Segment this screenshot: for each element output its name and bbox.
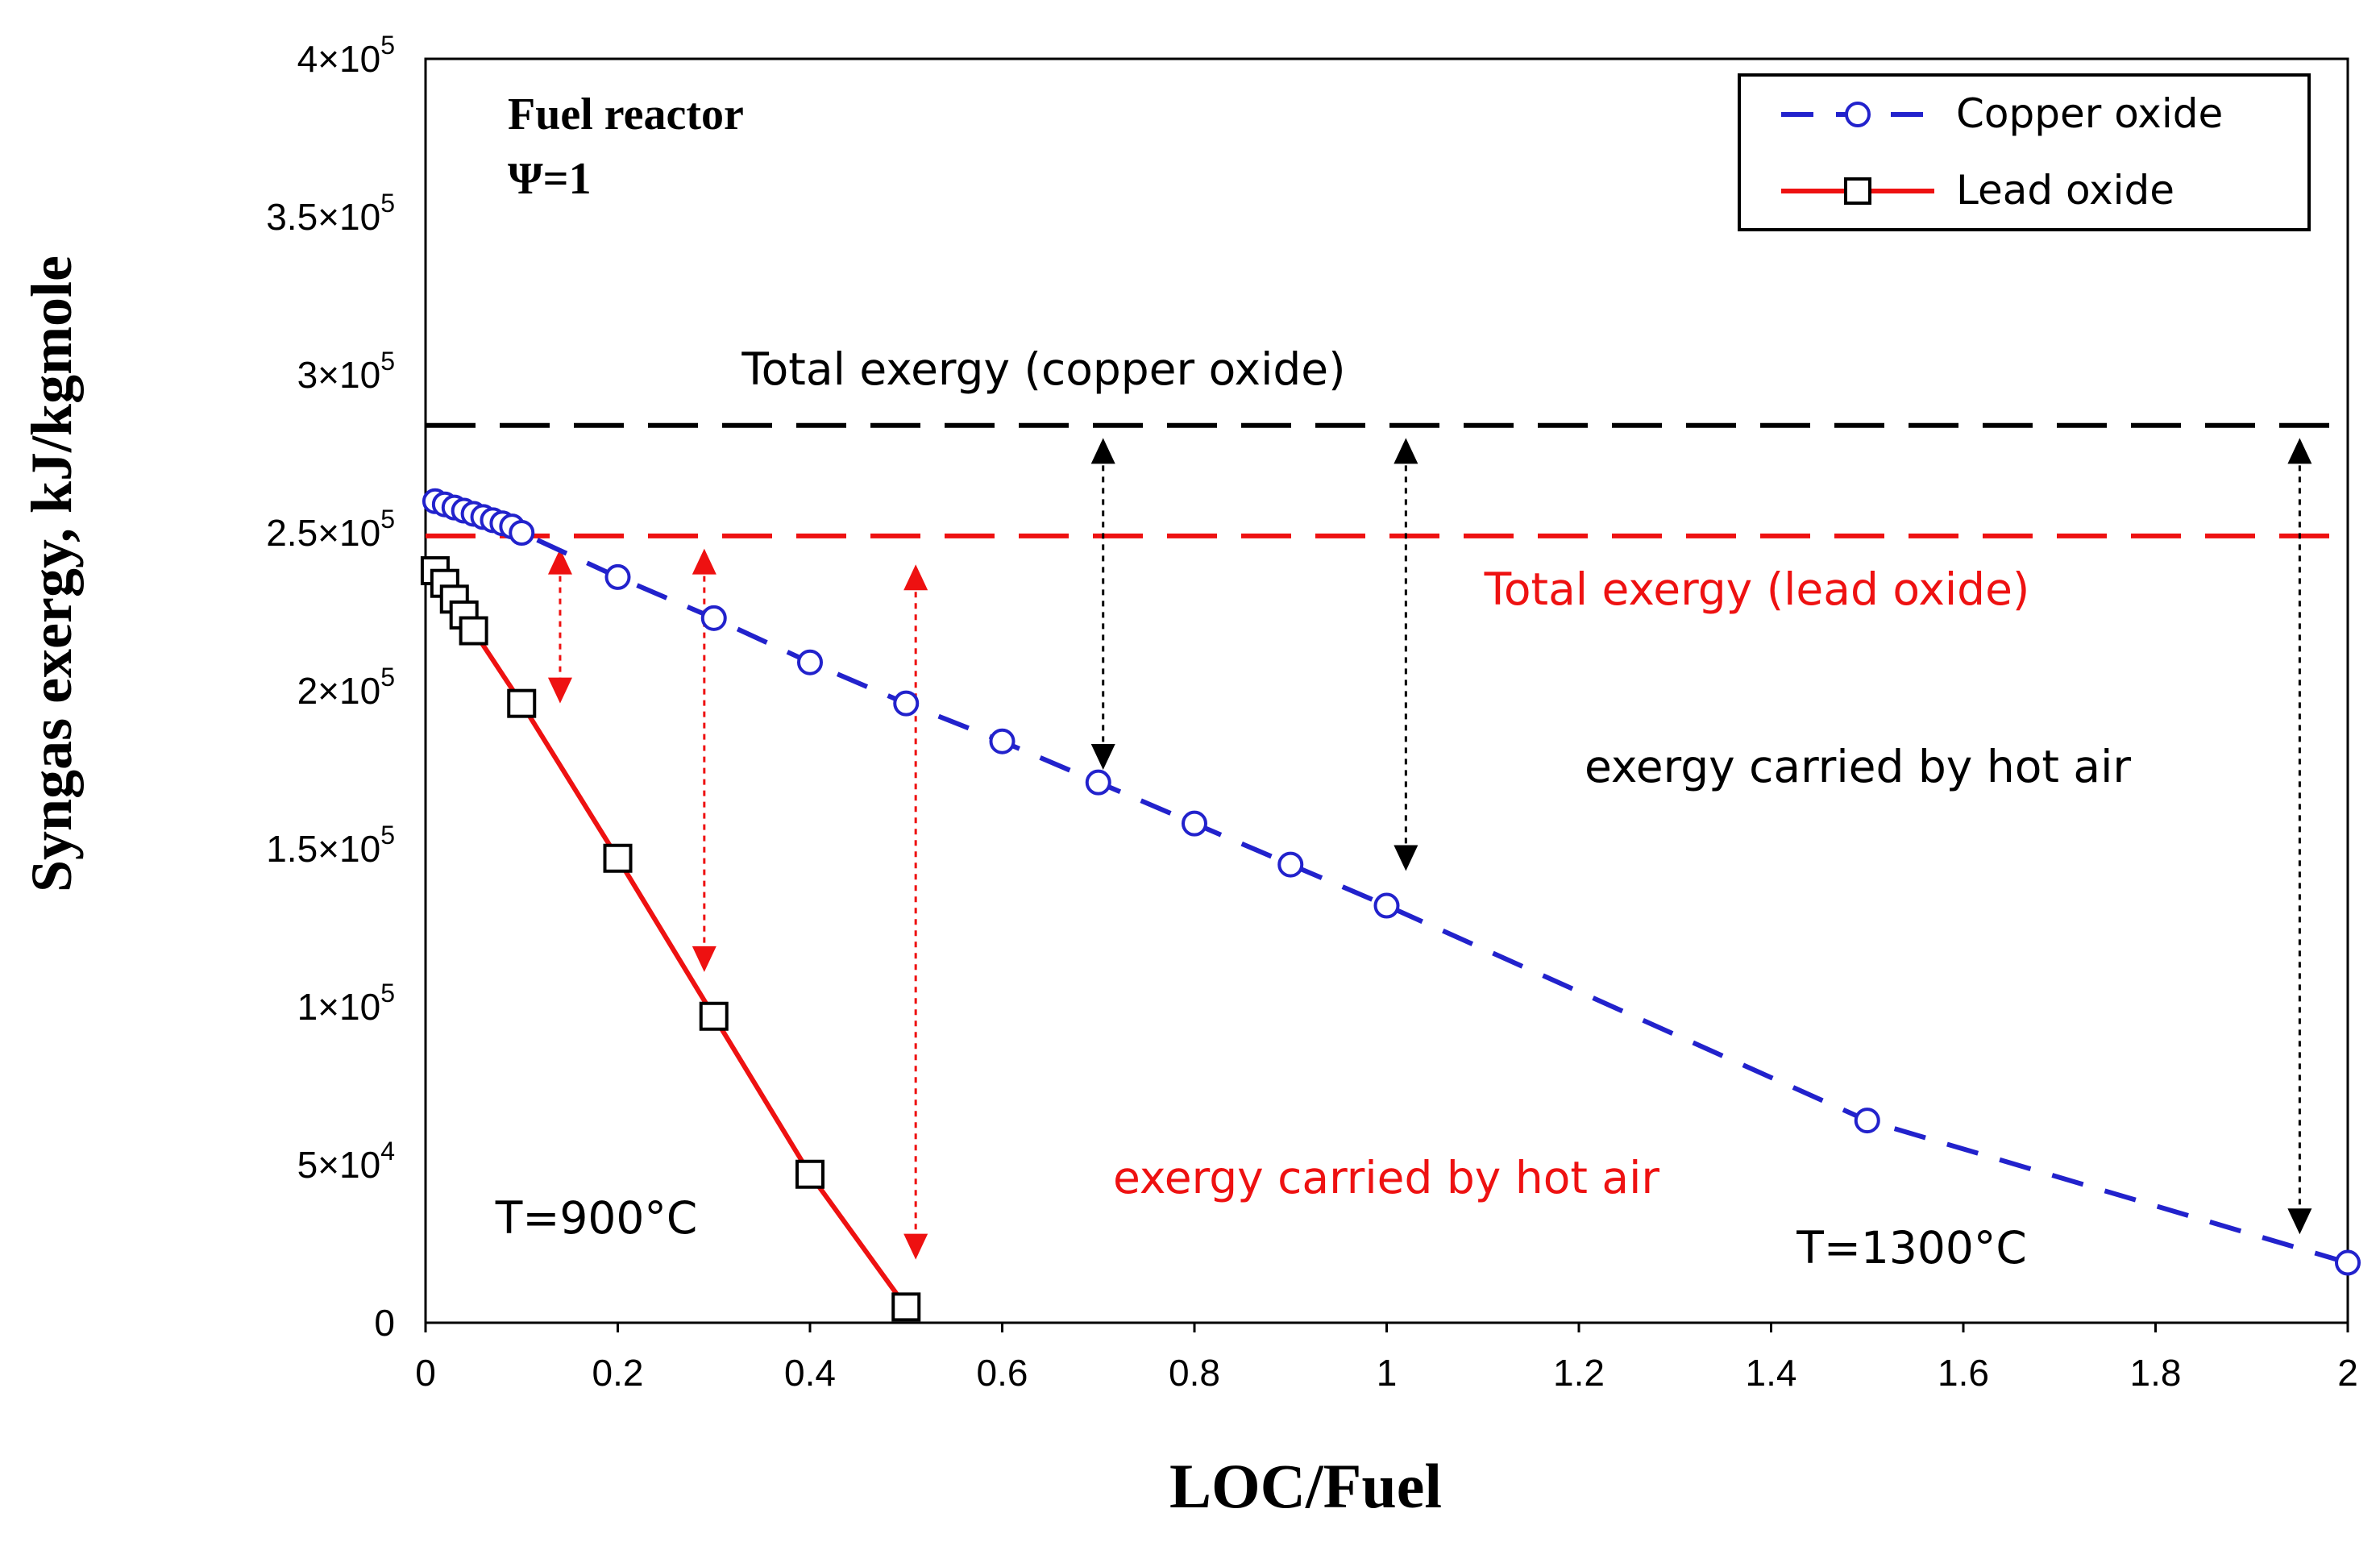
double-arrow-head-top-0 bbox=[547, 548, 572, 575]
y-tick-label: 2.5×105 bbox=[266, 505, 395, 554]
lead-oxide-point bbox=[459, 616, 488, 646]
legend-copper-label: Copper oxide bbox=[1956, 90, 2223, 137]
legend-lead-label: Lead oxide bbox=[1956, 167, 2174, 214]
y-axis-title: Syngas exergy, kJ/kgmole bbox=[19, 256, 84, 892]
x-tick-label: 0.4 bbox=[784, 1352, 836, 1394]
lead-oxide-point bbox=[699, 1001, 729, 1031]
legend-copper-marker bbox=[1845, 102, 1871, 127]
y-tick-label: 5×104 bbox=[297, 1137, 395, 1186]
temp-copper-label: T=1300°C bbox=[1796, 1222, 2027, 1274]
double-arrow-head-top-3 bbox=[1090, 438, 1115, 464]
x-tick-label: 0.8 bbox=[1169, 1352, 1220, 1394]
psi-label: Ψ=1 bbox=[508, 154, 592, 204]
copper-oxide-point bbox=[1854, 1108, 1880, 1134]
lead-oxide-point bbox=[795, 1159, 824, 1189]
reactor-label: Fuel reactor bbox=[508, 89, 744, 139]
y-tick-label: 1.5×105 bbox=[266, 821, 395, 870]
x-tick-label: 0.2 bbox=[592, 1352, 644, 1394]
double-arrow-head-top-2 bbox=[903, 564, 928, 591]
double-arrow-head-bottom-3 bbox=[1090, 744, 1115, 770]
double-arrow-head-bottom-2 bbox=[903, 1233, 928, 1260]
y-tick-label: 3.5×105 bbox=[266, 189, 395, 238]
double-arrow-head-bottom-5 bbox=[2287, 1208, 2312, 1235]
x-tick-label: 1 bbox=[1377, 1352, 1398, 1394]
copper-oxide-point bbox=[893, 690, 920, 717]
copper-oxide-point bbox=[509, 520, 535, 546]
legend: Copper oxide Lead oxide bbox=[1738, 73, 2311, 231]
plot-area bbox=[424, 57, 2349, 1324]
copper-oxide-point bbox=[604, 563, 631, 590]
x-tick-label: 1.2 bbox=[1553, 1352, 1605, 1394]
copper-oxide-point bbox=[1277, 851, 1304, 878]
copper-oxide-point bbox=[700, 605, 727, 631]
hot-air-label-black: exergy carried by hot air bbox=[1585, 741, 2131, 792]
copper-oxide-point bbox=[989, 728, 1016, 754]
x-tick-label: 1.4 bbox=[1746, 1352, 1797, 1394]
double-arrow-head-bottom-1 bbox=[692, 946, 716, 972]
x-tick-label: 2 bbox=[2337, 1352, 2358, 1394]
double-arrow-head-bottom-0 bbox=[547, 677, 572, 704]
lead-oxide-point bbox=[891, 1292, 921, 1322]
x-tick-label: 0 bbox=[415, 1352, 436, 1394]
copper-oxide-point bbox=[1085, 769, 1111, 796]
total-exergy-copper-label: Total exergy (copper oxide) bbox=[741, 343, 1345, 395]
lead-oxide-point bbox=[603, 843, 633, 873]
x-tick-label: 1.8 bbox=[2130, 1352, 2182, 1394]
y-tick-label: 3×105 bbox=[297, 347, 395, 396]
copper-oxide-point bbox=[1182, 810, 1207, 837]
x-tick-label: 0.6 bbox=[977, 1352, 1028, 1394]
copper-oxide-point bbox=[797, 649, 823, 675]
y-tick-label: 0 bbox=[374, 1302, 395, 1344]
x-tick-label: 1.6 bbox=[1938, 1352, 1989, 1394]
legend-box bbox=[1738, 73, 2311, 231]
y-tick-label: 1×105 bbox=[297, 979, 395, 1028]
temp-lead-label: T=900°C bbox=[495, 1192, 698, 1244]
legend-lead-marker bbox=[1844, 177, 1871, 205]
copper-oxide-point bbox=[1373, 892, 1400, 919]
lead-oxide-point bbox=[507, 688, 537, 718]
hot-air-label-red: exergy carried by hot air bbox=[1113, 1152, 1659, 1203]
series-line-copper-oxide bbox=[434, 498, 2349, 1266]
y-tick-label: 4×105 bbox=[297, 31, 395, 80]
y-tick-label: 2×105 bbox=[297, 663, 395, 712]
double-arrow-head-top-4 bbox=[1394, 438, 1418, 464]
copper-oxide-point bbox=[2335, 1249, 2361, 1276]
double-arrow-head-top-1 bbox=[692, 548, 716, 575]
double-arrow-head-top-5 bbox=[2287, 438, 2312, 464]
double-arrow-head-bottom-4 bbox=[1394, 845, 1418, 871]
total-exergy-lead-label: Total exergy (lead oxide) bbox=[1484, 563, 2030, 615]
x-axis-title: LOC/Fuel bbox=[1169, 1451, 1442, 1521]
